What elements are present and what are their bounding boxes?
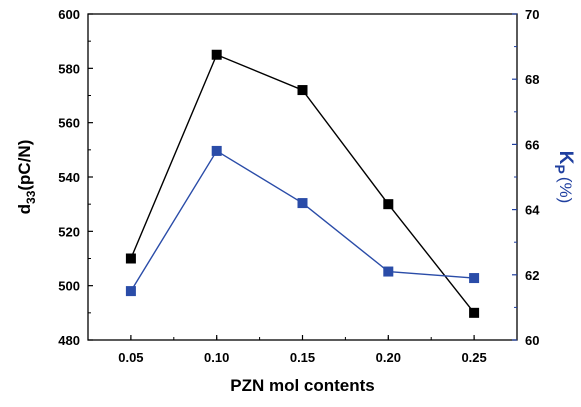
series-layer: [125, 49, 480, 318]
x-tick-label: 0.25: [461, 350, 486, 365]
x-tick-label: 0.20: [376, 350, 401, 365]
data-point-left: [469, 307, 480, 318]
plot-frame: [87, 13, 518, 341]
data-point-right: [297, 198, 308, 209]
y-left-tick-label: 600: [58, 7, 80, 22]
y-left-axis-label: d33(pC/N): [15, 140, 38, 215]
y-right-label-rest: (%): [556, 177, 575, 203]
data-point-left: [297, 85, 308, 96]
data-point-left: [211, 49, 222, 60]
label-layer: 0.05 0.10 0.15 0.20 0.25 480 500 520 540 560 580 60…: [15, 7, 576, 395]
y-left-label-main: d: [15, 204, 34, 214]
y-left-tick-label: 520: [58, 224, 80, 239]
y-right-tick-label: 66: [525, 137, 539, 152]
x-tick-label: 0.10: [204, 350, 229, 365]
data-point-right: [383, 266, 394, 277]
y-left-tick-label: 580: [58, 61, 80, 76]
data-point-left: [125, 253, 136, 264]
data-point-right: [125, 286, 136, 297]
y-left-tick-label: 540: [58, 170, 80, 185]
y-right-label-sub: P: [552, 164, 568, 173]
data-point-right: [211, 145, 222, 156]
y-left-tick-label: 480: [58, 333, 80, 348]
data-point-left: [383, 199, 394, 210]
x-tick-label: 0.05: [118, 350, 143, 365]
y-right-tick-label: 68: [525, 72, 539, 87]
series-line-right: [130, 149, 475, 292]
y-right-tick-label: 60: [525, 333, 539, 348]
y-right-tick-label: 62: [525, 268, 539, 283]
y-left-label-sub: 33: [24, 190, 38, 204]
data-point-right: [469, 273, 480, 284]
y-right-tick-label: 70: [525, 7, 539, 22]
y-left-label-rest: (pC/N): [15, 140, 34, 191]
plot-area-border: [87, 13, 518, 341]
y-left-tick-label: 500: [58, 279, 80, 294]
y-right-label-main: K: [555, 151, 576, 165]
y-left-tick-label: 560: [58, 116, 80, 131]
x-axis-label: PZN mol contents: [230, 376, 375, 395]
y-right-tick-label: 64: [525, 203, 540, 218]
x-tick-label: 0.15: [290, 350, 315, 365]
y-right-axis-label: KP (%): [552, 151, 576, 204]
